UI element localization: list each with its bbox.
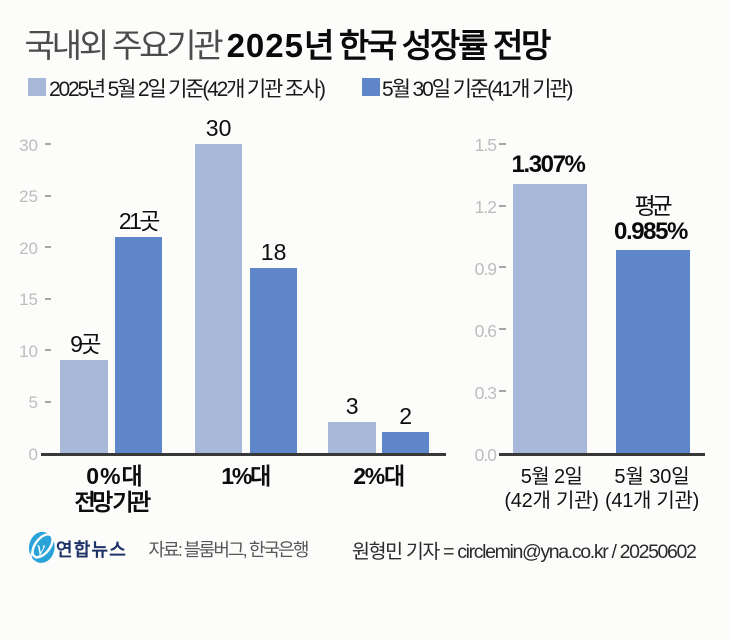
- svg-text:y: y: [35, 539, 46, 560]
